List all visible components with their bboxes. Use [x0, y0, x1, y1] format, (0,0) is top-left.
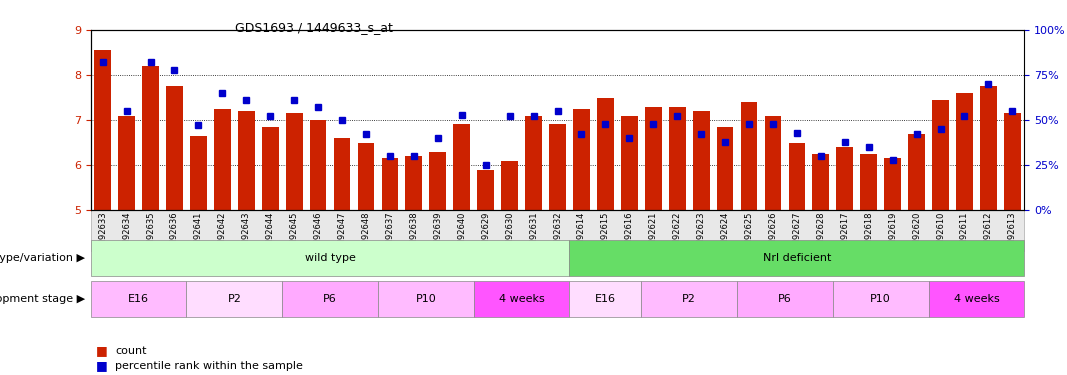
Bar: [190, 136, 207, 210]
Bar: [309, 120, 327, 210]
Text: 4 weeks: 4 weeks: [498, 294, 544, 304]
Bar: [94, 50, 111, 210]
Bar: [573, 109, 590, 210]
Bar: [933, 100, 949, 210]
Text: ■: ■: [96, 344, 108, 357]
Text: genotype/variation ▶: genotype/variation ▶: [0, 253, 85, 263]
Bar: [621, 116, 638, 210]
Bar: [166, 86, 182, 210]
Bar: [334, 138, 350, 210]
Bar: [477, 170, 494, 210]
Text: ■: ■: [96, 359, 108, 372]
Text: P6: P6: [778, 294, 792, 304]
Bar: [261, 127, 278, 210]
Bar: [837, 147, 854, 210]
Text: development stage ▶: development stage ▶: [0, 294, 85, 304]
Text: GDS1693 / 1449633_s_at: GDS1693 / 1449633_s_at: [235, 21, 393, 34]
Bar: [238, 111, 255, 210]
Bar: [501, 160, 517, 210]
Bar: [142, 66, 159, 210]
Text: E16: E16: [595, 294, 616, 304]
Bar: [717, 127, 733, 210]
Text: count: count: [115, 346, 147, 355]
Bar: [740, 102, 758, 210]
Text: wild type: wild type: [305, 253, 355, 263]
Bar: [286, 113, 303, 210]
Bar: [357, 142, 375, 210]
Bar: [453, 124, 471, 210]
Text: P10: P10: [415, 294, 436, 304]
Bar: [550, 124, 566, 210]
Bar: [598, 98, 614, 210]
Text: P10: P10: [871, 294, 891, 304]
Bar: [405, 156, 423, 210]
Text: percentile rank within the sample: percentile rank within the sample: [115, 361, 303, 370]
Bar: [789, 142, 806, 210]
Bar: [812, 154, 829, 210]
Text: E16: E16: [128, 294, 149, 304]
Bar: [860, 154, 877, 210]
Bar: [692, 111, 710, 210]
Text: P6: P6: [323, 294, 337, 304]
Bar: [669, 106, 686, 210]
Bar: [644, 106, 662, 210]
Text: 4 weeks: 4 weeks: [954, 294, 1000, 304]
Text: P2: P2: [682, 294, 696, 304]
Text: Nrl deficient: Nrl deficient: [763, 253, 831, 263]
Bar: [1004, 113, 1021, 210]
Bar: [429, 152, 446, 210]
Bar: [214, 109, 230, 210]
Bar: [885, 158, 901, 210]
Bar: [765, 116, 781, 210]
Bar: [118, 116, 136, 210]
Bar: [525, 116, 542, 210]
Bar: [908, 134, 925, 210]
Bar: [382, 158, 398, 210]
Text: P2: P2: [227, 294, 241, 304]
Bar: [980, 86, 997, 210]
Bar: [956, 93, 973, 210]
